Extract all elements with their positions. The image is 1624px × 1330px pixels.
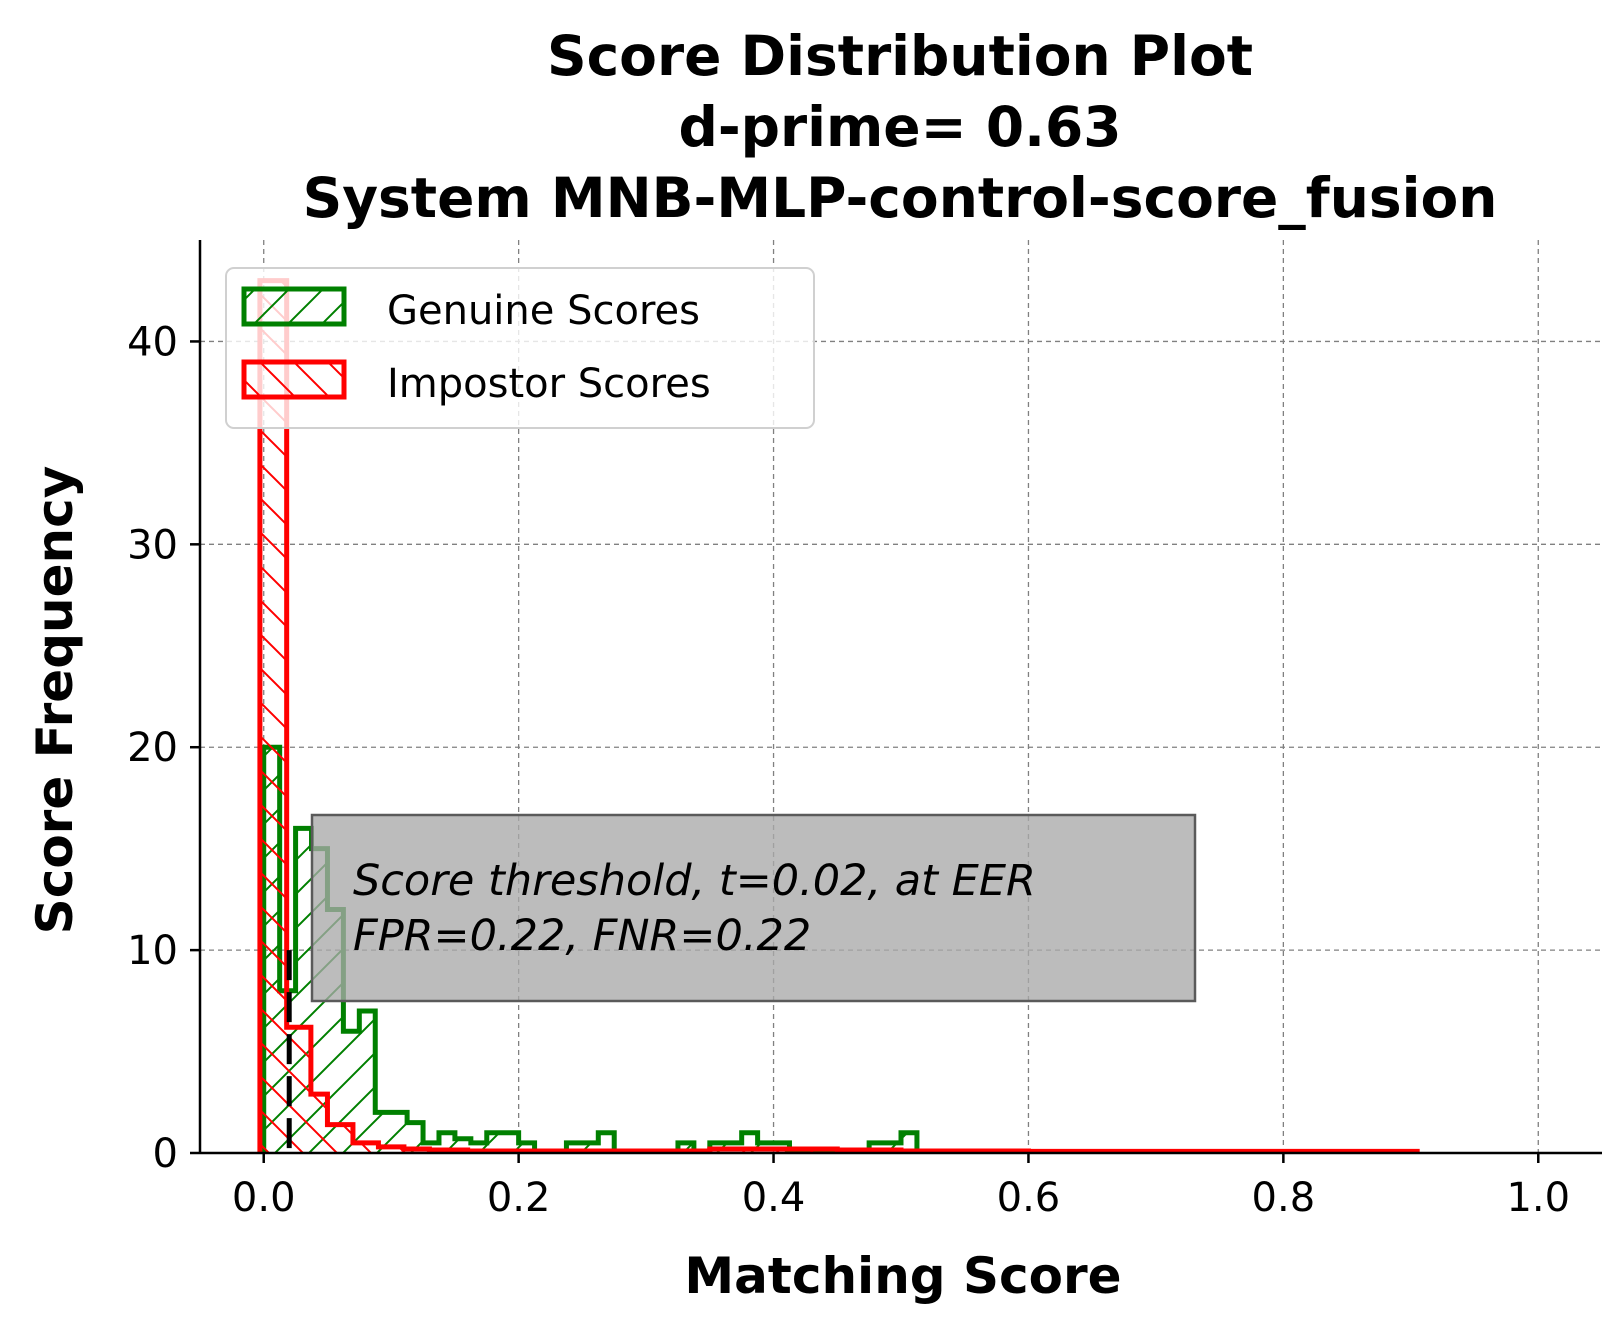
y-axis-label: Score Frequency [26, 466, 84, 935]
y-tick-label: 40 [127, 319, 178, 365]
legend-genuine-label: Genuine Scores [387, 288, 700, 334]
legend-impostor-swatch [241, 359, 347, 400]
legend-impostor-label: Impostor Scores [387, 361, 711, 407]
chart-title-line-2: d-prime= 0.63 [678, 95, 1121, 159]
annotation-box: Score threshold, t=0.02, at EER FPR=0.22… [310, 813, 1197, 1003]
x-tick-label: 0.6 [997, 1175, 1061, 1221]
x-tick-label: 1.0 [1506, 1175, 1570, 1221]
annotation-background [310, 813, 1197, 1003]
x-tick-label: 0.0 [232, 1175, 296, 1221]
y-tick-label: 30 [127, 522, 178, 568]
series-layer [257, 278, 1420, 1153]
annotation-line-1: Score threshold, t=0.02, at EER [353, 856, 1036, 906]
y-tick-label: 20 [127, 725, 178, 771]
x-tick-label: 0.4 [742, 1175, 806, 1221]
legend-genuine-swatch [241, 286, 347, 327]
x-axis-label: Matching Score [684, 1247, 1121, 1305]
y-tick-label: 10 [127, 928, 178, 974]
annotation-line-2: FPR=0.22, FNR=0.22 [353, 911, 811, 961]
x-tick-label: 0.2 [487, 1175, 551, 1221]
y-tick-label: 0 [153, 1131, 178, 1177]
tick-layer: 0.0 0.2 0.4 0.6 0.8 1.0 0 10 20 30 40 [127, 319, 1570, 1221]
chart-title-line-1: Score Distribution Plot [547, 24, 1253, 88]
legend-frame [225, 267, 815, 429]
axes-layer [198, 240, 1602, 1155]
legend: Genuine Scores Impostor Scores [225, 267, 815, 429]
histogram-outline-impostor [257, 278, 1420, 1153]
chart-title-line-3: System MNB-MLP-control-score_fusion [303, 166, 1498, 230]
x-tick-label: 0.8 [1252, 1175, 1316, 1221]
